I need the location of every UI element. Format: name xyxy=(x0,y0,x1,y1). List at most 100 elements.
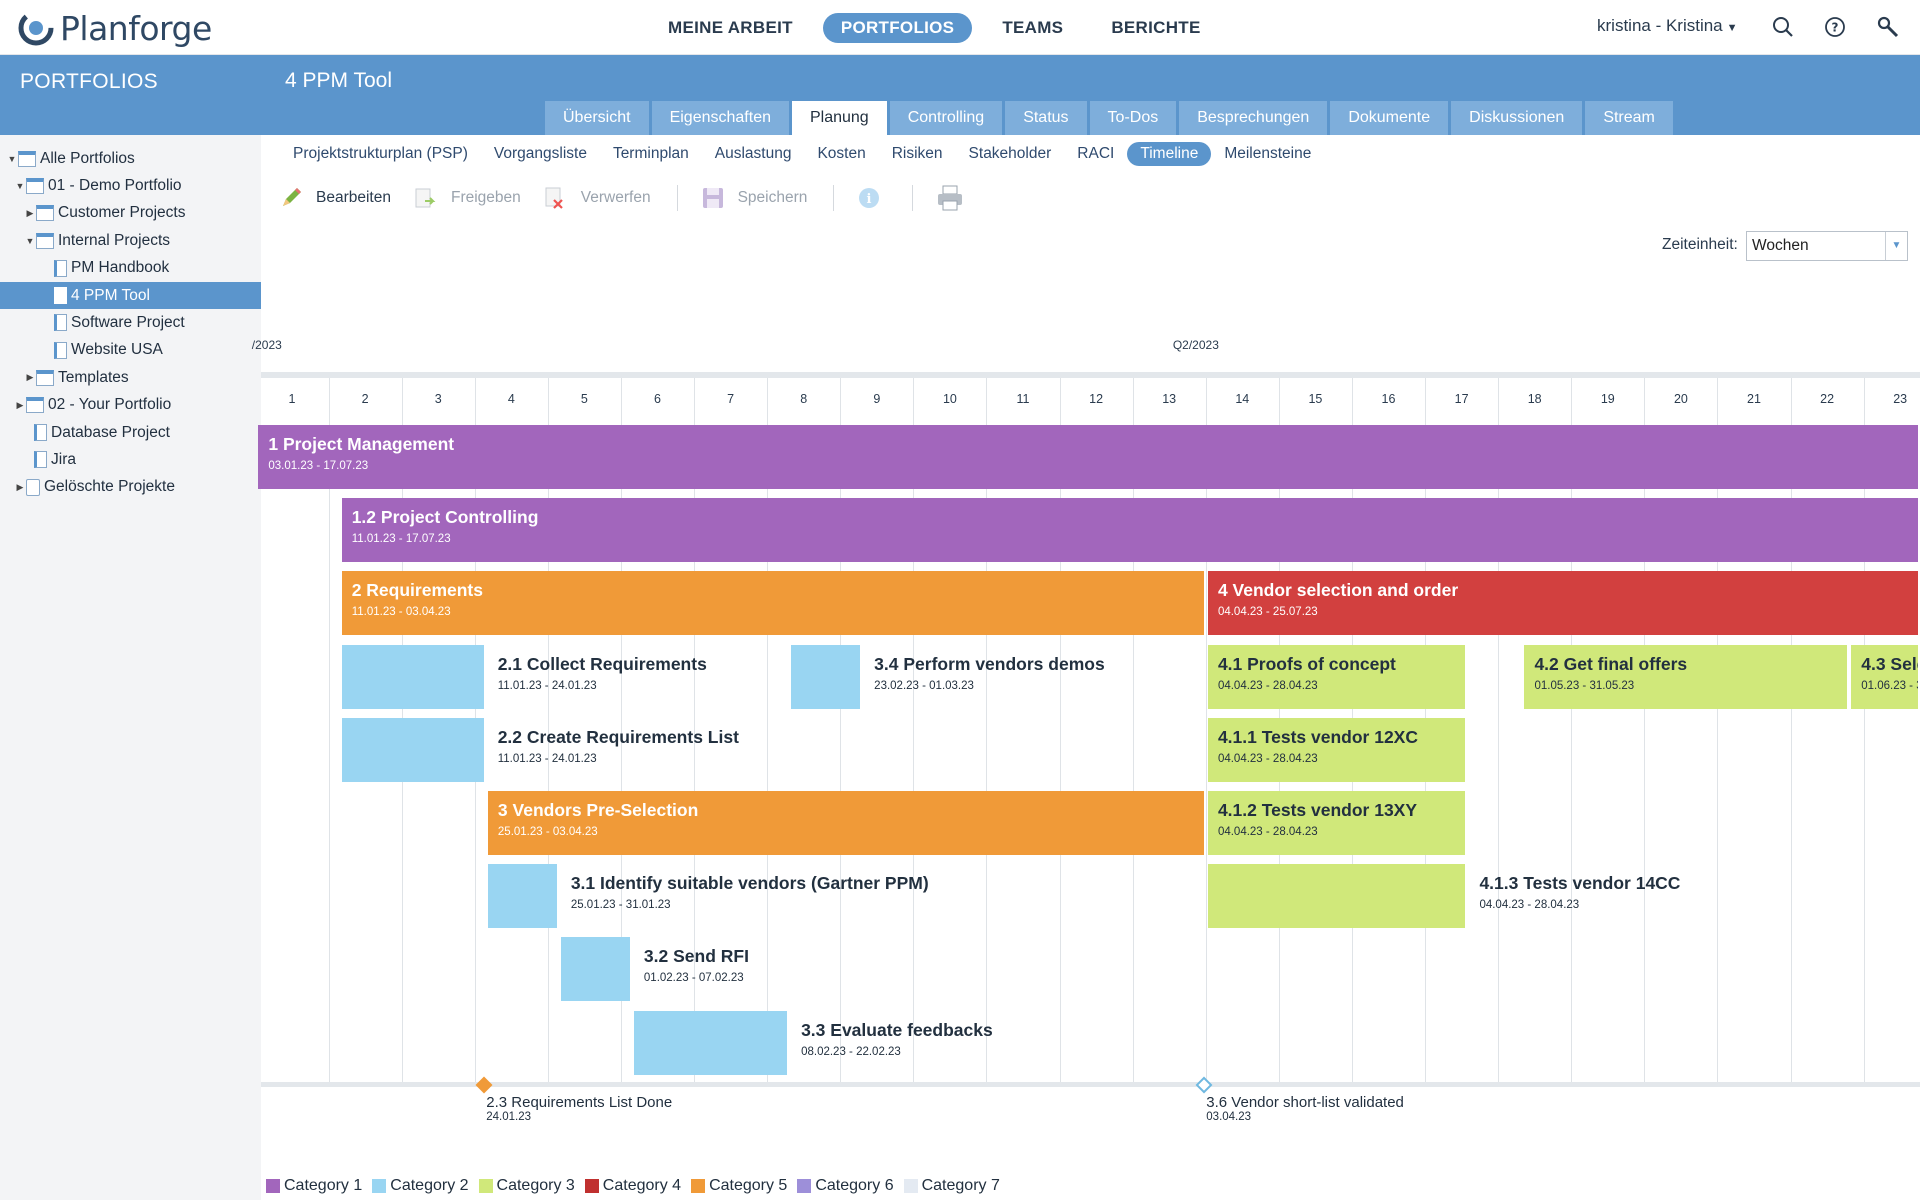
project-tab[interactable]: To-Dos xyxy=(1089,101,1177,135)
search-icon[interactable] xyxy=(1771,15,1795,39)
tree-item[interactable]: ▶ Customer Projects xyxy=(0,200,261,227)
task-label: 3.1 Identify suitable vendors (Gartner P… xyxy=(571,873,929,911)
discard-label: Verwerfen xyxy=(580,189,651,206)
week-gridline xyxy=(1717,378,1719,1082)
planning-subtab[interactable]: Stakeholder xyxy=(968,145,1052,162)
legend-label: Category 5 xyxy=(709,1177,788,1194)
expand-icon[interactable]: ▶ xyxy=(16,481,24,492)
tree-item[interactable]: Website USA xyxy=(0,337,261,364)
task-bar[interactable] xyxy=(1207,864,1466,929)
task-title: 1 Project Management xyxy=(268,434,455,454)
planning-subtab[interactable]: Risiken xyxy=(891,145,943,162)
project-tab[interactable]: Eigenschaften xyxy=(651,101,789,135)
tree-item[interactable]: ▶ Templates xyxy=(0,364,261,391)
task-bar[interactable]: 4.1.2 Tests vendor 13XY 04.04.23 - 28.04.… xyxy=(1207,791,1466,855)
collapse-icon[interactable]: ▼ xyxy=(15,180,25,191)
nav-portfolios[interactable]: PORTFOLIOS xyxy=(822,13,973,43)
project-tab[interactable]: Übersicht xyxy=(545,101,649,135)
help-icon[interactable]: ? xyxy=(1823,15,1847,39)
tree-item[interactable]: ▼ Internal Projects xyxy=(0,227,261,254)
planning-subtab[interactable]: Projektstrukturplan (PSP) xyxy=(293,145,468,162)
tree-item-label: 02 - Your Portfolio xyxy=(48,396,172,414)
task-bar[interactable]: 4 Vendor selection and order 04.04.23 - 2… xyxy=(1207,571,1918,636)
svg-text:?: ? xyxy=(1832,21,1839,35)
tree-item[interactable]: Software Project xyxy=(0,309,261,336)
planning-subtab[interactable]: Terminplan xyxy=(612,145,689,162)
expand-icon[interactable]: ▶ xyxy=(26,207,34,218)
tree-item[interactable]: 4 PPM Tool xyxy=(0,282,261,309)
discard-icon xyxy=(545,187,563,209)
nav-berichte[interactable]: BERICHTE xyxy=(1111,18,1201,37)
task-bar[interactable] xyxy=(561,937,630,1002)
release-button[interactable]: Freigeben xyxy=(413,185,521,211)
save-button[interactable]: Speichern xyxy=(700,185,808,211)
expand-icon[interactable]: ▶ xyxy=(16,399,24,410)
category-legend: Category 1 Category 2 Category 3 Category 4… xyxy=(266,1177,1000,1195)
task-dates: 08.02.23 - 22.02.23 xyxy=(801,1045,901,1058)
project-tab[interactable]: Diskussionen xyxy=(1451,101,1583,135)
task-bar[interactable]: 4.1 Proofs of concept 04.04.23 - 28.04.23 xyxy=(1207,644,1466,709)
tree-item[interactable]: ▼ Alle Portfolios xyxy=(0,145,261,172)
task-bar[interactable] xyxy=(634,1010,788,1075)
user-menu[interactable]: kristina - Kristina ▼ xyxy=(1597,16,1738,36)
task-dates: 11.01.23 - 24.01.23 xyxy=(497,679,597,692)
planning-subtab[interactable]: RACI xyxy=(1077,145,1115,162)
discard-button[interactable]: Verwerfen xyxy=(543,185,651,211)
milestone-diamond-icon[interactable] xyxy=(475,1076,493,1094)
nav-teams[interactable]: TEAMS xyxy=(1002,18,1064,37)
tree-item[interactable]: Jira xyxy=(0,446,261,473)
task-bar[interactable]: 3 Vendors Pre-Selection 25.01.23 - 03.04.… xyxy=(487,791,1204,855)
timeunit-select[interactable]: Wochen ▼ xyxy=(1746,231,1908,261)
week-gridline xyxy=(1205,378,1207,1082)
task-bar[interactable] xyxy=(341,644,484,709)
planning-subtab[interactable]: Vorgangsliste xyxy=(493,145,587,162)
nav-meine-arbeit[interactable]: MEINE ARBEIT xyxy=(668,18,793,37)
legend-swatch xyxy=(478,1179,493,1193)
top-bar: Planforge MEINE ARBEIT PORTFOLIOS TEAMS … xyxy=(0,0,1920,55)
collapse-icon[interactable]: ▼ xyxy=(25,235,35,246)
info-icon[interactable]: i xyxy=(856,185,882,211)
save-label: Speichern xyxy=(737,189,808,206)
task-bar[interactable]: 2 Requirements 11.01.23 - 03.04.23 xyxy=(341,571,1204,636)
task-dates: 04.04.23 - 28.04.23 xyxy=(1217,826,1318,838)
task-bar[interactable] xyxy=(487,864,557,929)
task-bar[interactable]: 4.2 Get final offers 01.05.23 - 31.05.23 xyxy=(1524,644,1848,709)
collapse-icon[interactable]: ▼ xyxy=(7,153,17,164)
tree-item[interactable]: Database Project xyxy=(0,419,261,446)
tree-item[interactable]: ▶ 02 - Your Portfolio xyxy=(0,392,261,419)
settings-wrench-icon[interactable] xyxy=(1876,15,1900,39)
task-bar[interactable] xyxy=(791,644,861,709)
logo[interactable]: Planforge xyxy=(18,9,212,48)
project-tab[interactable]: Planung xyxy=(791,101,887,135)
project-tab[interactable]: Stream xyxy=(1585,101,1673,135)
planning-subtab[interactable]: Auslastung xyxy=(714,145,792,162)
planning-subtab[interactable]: Meilensteine xyxy=(1224,145,1312,162)
task-bar[interactable]: 1 Project Management 03.01.23 - 17.07.23 xyxy=(258,425,1918,489)
toolbar-divider xyxy=(912,185,914,211)
edit-label: Bearbeiten xyxy=(316,189,391,206)
tree-item[interactable]: ▼ 01 - Demo Portfolio xyxy=(0,172,261,199)
task-bar[interactable]: 4.1.1 Tests vendor 12XC 04.04.23 - 28.04.… xyxy=(1207,717,1466,782)
task-bar[interactable]: 4.3 Select 01.06.23 - 30.0 xyxy=(1851,644,1918,709)
planning-subtab[interactable]: Kosten xyxy=(817,145,866,162)
tree-item[interactable]: PM Handbook xyxy=(0,255,261,282)
week-tick-label: 19 xyxy=(1600,392,1615,406)
week-gridline xyxy=(913,378,915,1082)
project-tab[interactable]: Besprechungen xyxy=(1179,101,1328,135)
project-tab[interactable]: Controlling xyxy=(889,101,1003,135)
edit-button[interactable]: Bearbeiten xyxy=(278,185,391,211)
task-bar[interactable]: 1.2 Project Controlling 11.01.23 - 17.07.… xyxy=(341,498,1918,563)
print-icon[interactable] xyxy=(935,184,965,212)
task-bar[interactable] xyxy=(341,717,484,782)
expand-icon[interactable]: ▶ xyxy=(26,372,34,383)
tree-item-label: Database Project xyxy=(51,423,170,441)
document-icon xyxy=(54,314,67,332)
tree-item[interactable]: ▶ Gelöschte Projekte xyxy=(0,474,261,501)
project-tab[interactable]: Dokumente xyxy=(1330,101,1449,135)
week-tick-label: 16 xyxy=(1381,392,1396,406)
project-tab[interactable]: Status xyxy=(1005,101,1087,135)
planning-subtab[interactable]: Timeline xyxy=(1127,142,1212,166)
week-tick-label: 18 xyxy=(1527,392,1542,406)
milestone-diamond-icon[interactable] xyxy=(1195,1076,1213,1094)
task-title: 3.1 Identify suitable vendors (Gartner P… xyxy=(570,873,929,894)
